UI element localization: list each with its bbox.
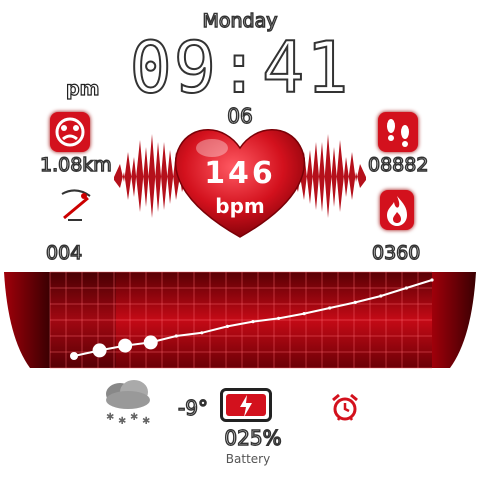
chart-point: [353, 300, 357, 304]
chart-point: [174, 334, 178, 338]
battery-label: Battery: [225, 452, 271, 466]
chart-point: [225, 324, 230, 328]
waveform-bars: [114, 134, 366, 218]
left-wing: [4, 272, 50, 368]
footprints-icon[interactable]: [378, 112, 418, 152]
battery-percent: 025%: [224, 425, 283, 450]
right-wing: [432, 272, 476, 368]
chart-point: [200, 331, 204, 335]
chart-point: [276, 316, 281, 320]
chart-point: [328, 306, 332, 310]
heart-waveform[interactable]: [108, 112, 372, 242]
chart-point: [251, 320, 255, 324]
chart-point: [92, 343, 107, 358]
chart-point: [379, 294, 383, 298]
heart-rate-value: 146: [204, 156, 276, 191]
chart-point: [118, 338, 133, 353]
chart-point: [302, 312, 306, 316]
svg-text:✱: ✱: [130, 412, 138, 423]
chart-point: [430, 278, 434, 282]
skier-icon[interactable]: [56, 186, 96, 226]
svg-text:✱: ✱: [106, 412, 114, 423]
heart-rate-unit: bpm: [215, 194, 265, 218]
face-icon[interactable]: [50, 112, 90, 152]
chart-point: [404, 286, 409, 290]
chart-panel: [50, 272, 432, 368]
snow-cloud-icon[interactable]: ✱ ✱ ✱ ✱: [98, 376, 156, 428]
chart-grid: [49, 271, 432, 369]
svg-text:✱: ✱: [142, 416, 150, 427]
left-metric-value: 004: [45, 241, 83, 264]
distance-value: 1.08km: [39, 153, 112, 176]
calories-value: 0360: [371, 241, 421, 264]
battery-icon[interactable]: [220, 388, 272, 422]
clock-seconds: 06: [227, 103, 254, 128]
alarm-clock-icon[interactable]: [330, 392, 360, 422]
steps-value: 08882: [367, 153, 429, 176]
chart-point: [143, 335, 158, 350]
heart-rate-chart[interactable]: [0, 268, 480, 372]
ampm-indicator: pm: [65, 77, 100, 100]
chart-point: [70, 352, 78, 360]
svg-text:✱: ✱: [118, 416, 126, 427]
heart-icon: [174, 129, 306, 238]
day-label: Monday: [202, 9, 278, 32]
flame-icon[interactable]: [380, 190, 414, 230]
clock-time[interactable]: 09:41: [129, 27, 351, 109]
temperature-value: -9°: [177, 395, 208, 420]
